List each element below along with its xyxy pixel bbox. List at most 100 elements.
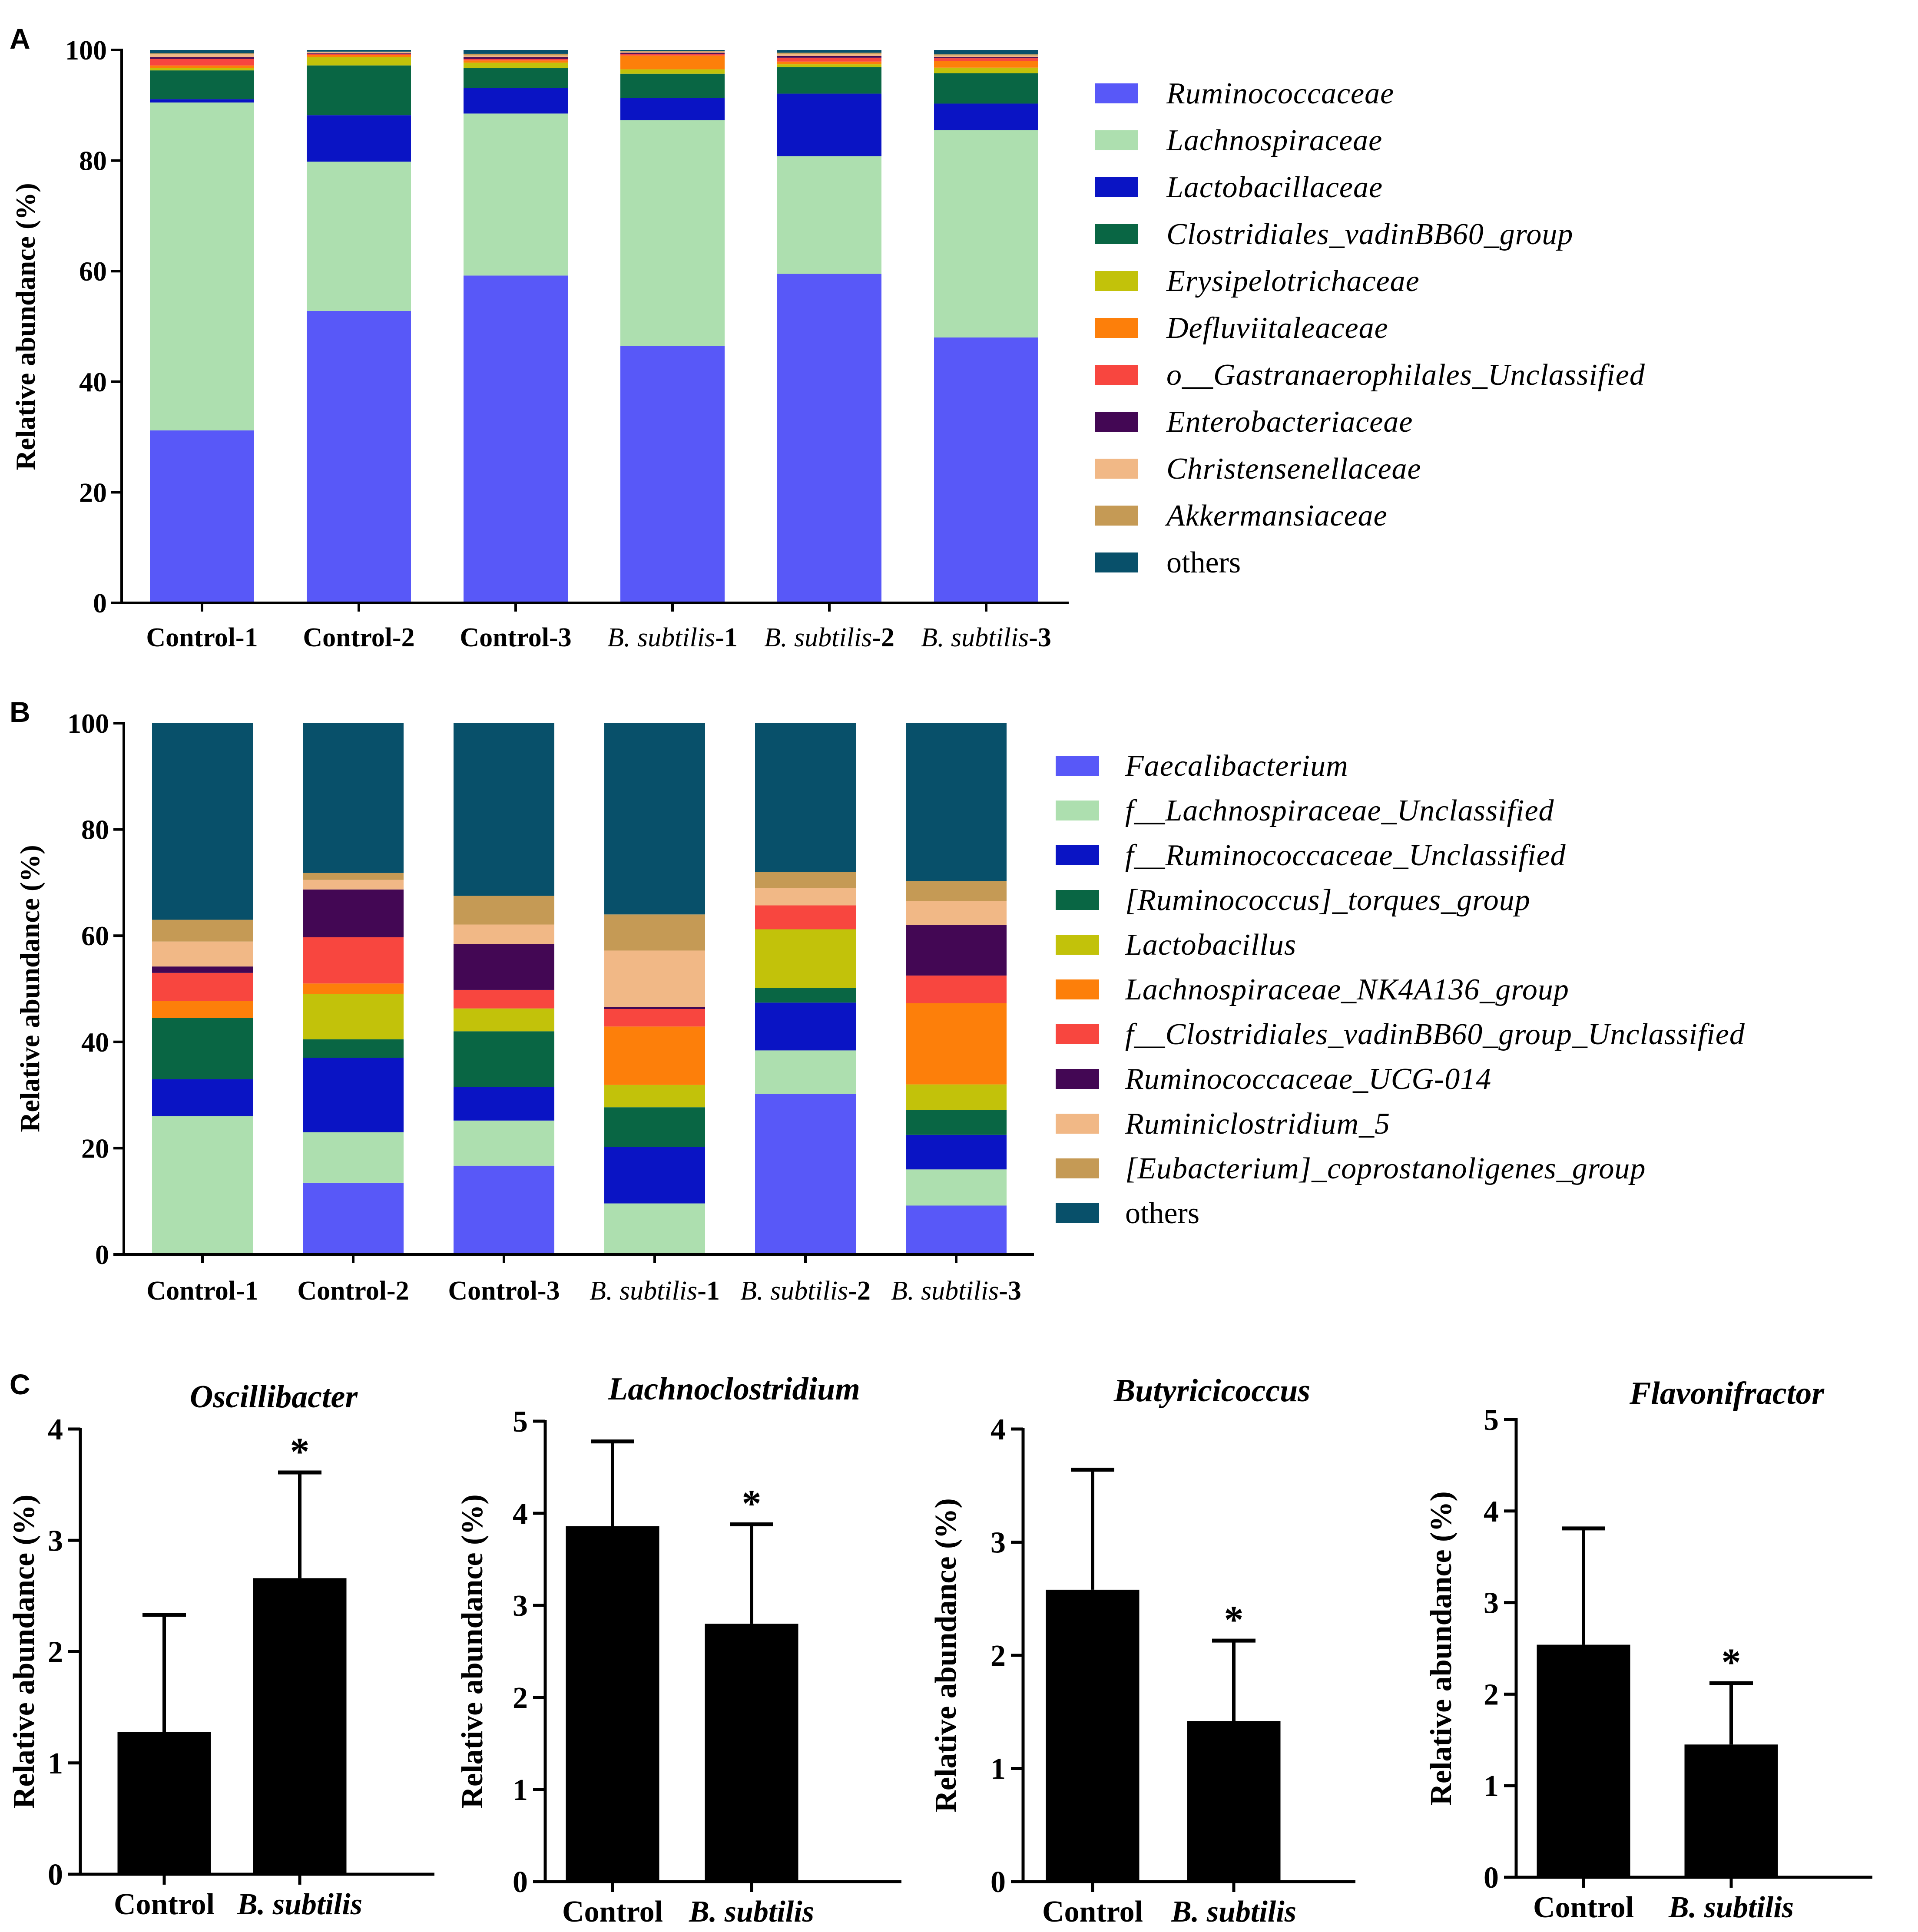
- bar-segment-lachnospiraceae-nk4a136-group-4: [604, 1026, 705, 1085]
- bar-segment-f-clostridiales-vadinbb60-group-unclassified-3: [454, 989, 554, 1009]
- chart-title: Flavonifractor: [1629, 1376, 1825, 1411]
- bar-segment-erysipelotrichaceae-5: [777, 64, 881, 67]
- bar-segment-ruminiclostridium-5-4: [604, 950, 705, 1007]
- bar-segment-o-gastranaerophilales-unclassified-6: [934, 58, 1038, 61]
- legend-swatch-lachnospiraceae: [1095, 130, 1138, 150]
- legend-swatch-f-ruminococcaceae-unclassified: [1056, 845, 1099, 865]
- bar-chart-butyricicoccus: Butyricicoccus 0 1 2 3 4 Relative abundance (%…: [929, 1373, 1355, 1929]
- legend-swatch-eubacterium-coprostanoligenes-group: [1056, 1158, 1099, 1178]
- bar-segment-others-4: [620, 50, 725, 51]
- legend-label-ruminococcus-torques-group: [Ruminococcus]_torques_group: [1125, 883, 1530, 917]
- legend-swatch-f-clostridiales-vadinbb60-group-unclassified: [1056, 1024, 1099, 1044]
- panel-letter-c: C: [10, 1368, 30, 1400]
- panel-letter-b: B: [10, 696, 30, 728]
- bar-segment-eubacterium-coprostanoligenes-group-3: [454, 896, 554, 925]
- bar-segment-f-clostridiales-vadinbb60-group-unclassified-5: [755, 905, 856, 930]
- bar-segment-f-clostridiales-vadinbb60-group-unclassified-1: [152, 973, 253, 1001]
- bar-segment-lachnospiraceae-nk4a136-group-2: [303, 983, 404, 994]
- bar-control: [1537, 1644, 1630, 1877]
- x-tick-label: B. subtilis: [1668, 1891, 1794, 1924]
- bar-segment-clostridiales-vadinbb60-group-5: [777, 67, 881, 94]
- bar-segment-ruminiclostridium-5-6: [906, 901, 1007, 925]
- y-axis-label: Relative abundance (%): [456, 1494, 489, 1808]
- bar-segment-akkermansiaceae-1: [150, 53, 254, 55]
- y-tick-label: 60: [79, 256, 107, 287]
- legend-label-erysipelotrichaceae: Erysipelotrichaceae: [1166, 265, 1420, 298]
- bar-segment-lactobacillus-3: [454, 1008, 554, 1032]
- bar-segment-ruminococcus-torques-group-4: [604, 1107, 705, 1147]
- bar-segment-f-ruminococcaceae-unclassified-3: [454, 1087, 554, 1121]
- bar-segment-f-lachnospiraceae-unclassified-4: [604, 1203, 705, 1254]
- legend-swatch-o-gastranaerophilales-unclassified: [1095, 365, 1138, 385]
- bar-segment-f-ruminococcaceae-unclassified-6: [906, 1135, 1007, 1170]
- bar-segment-enterobacteriaceae-5: [777, 56, 881, 58]
- bar-segment-ruminiclostridium-5-1: [152, 941, 253, 967]
- bar-segment-erysipelotrichaceae-1: [150, 68, 254, 71]
- bar-segment-defluviitaleaceae-3: [464, 60, 568, 63]
- y-tick-label: 40: [79, 367, 107, 397]
- bar-b-subtilis: [253, 1578, 347, 1874]
- bar-segment-lactobacillus-6: [906, 1084, 1007, 1110]
- x-tick-label: B. subtilis: [237, 1888, 362, 1921]
- chart-title: Butyricicoccus: [1113, 1373, 1310, 1409]
- bar-segment-clostridiales-vadinbb60-group-4: [620, 73, 725, 98]
- legend-label-f-clostridiales-vadinbb60-group-unclassified: f__Clostridiales_vadinBB60_group_Unclass…: [1125, 1018, 1745, 1051]
- significance-marker: *: [742, 1482, 762, 1525]
- bar-segment-erysipelotrichaceae-2: [307, 57, 411, 66]
- y-tick-label: 40: [81, 1027, 109, 1058]
- chart-title: Lachnoclostridium: [608, 1371, 860, 1407]
- legend-label-o-gastranaerophilales-unclassified: o__Gastranaerophilales_Unclassified: [1166, 358, 1645, 392]
- bar-segment-lactobacillaceae-2: [307, 115, 411, 162]
- x-tick-label: Control-2: [303, 623, 414, 652]
- bar-segment-o-gastranaerophilales-unclassified-4: [620, 53, 725, 56]
- x-tick-label: Control: [114, 1888, 215, 1921]
- legend-swatch-ruminiclostridium-5: [1056, 1114, 1099, 1134]
- y-tick-label: 100: [67, 708, 109, 739]
- x-tick-label: B. subtilis-3: [891, 1276, 1021, 1306]
- bar-segment-christensenellaceae-4: [620, 51, 725, 53]
- x-tick-label: Control-1: [146, 1276, 258, 1306]
- bar-segment-erysipelotrichaceae-6: [934, 67, 1038, 73]
- bar-segment-ruminococcus-torques-group-5: [755, 988, 856, 1003]
- y-tick-label: 4: [990, 1413, 1006, 1446]
- legend-swatch-lactobacillus: [1056, 935, 1099, 955]
- legend-label-lachnospiraceae-nk4a136-group: Lachnospiraceae_NK4A136_group: [1125, 973, 1569, 1006]
- x-tick-label: B. subtilis: [1171, 1895, 1296, 1929]
- x-tick-label: B. subtilis-1: [590, 1276, 720, 1306]
- bar-segment-christensenellaceae-5: [777, 53, 881, 56]
- bar-segment-ruminiclostridium-5-3: [454, 924, 554, 944]
- legend-label-clostridiales-vadinbb60-group: Clostridiales_vadinBB60_group: [1166, 218, 1573, 251]
- bar-segment-others-6: [934, 50, 1038, 55]
- y-axis-label: Relative abundance (%): [1424, 1491, 1458, 1805]
- bar-segment-clostridiales-vadinbb60-group-6: [934, 73, 1038, 104]
- bar-segment-f-ruminococcaceae-unclassified-4: [604, 1147, 705, 1204]
- panel-letter-a: A: [10, 23, 30, 55]
- bar-segment-others-3: [454, 723, 554, 896]
- y-tick-label: 0: [95, 1239, 109, 1270]
- y-tick-label: 20: [79, 477, 107, 508]
- bar-segment-lactobacillaceae-1: [150, 99, 254, 103]
- legend-label-f-ruminococcaceae-unclassified: f__Ruminococcaceae_Unclassified: [1125, 839, 1566, 872]
- bar-segment-others-2: [303, 723, 404, 873]
- y-tick-label: 4: [1484, 1495, 1499, 1528]
- bar-segment-enterobacteriaceae-6: [934, 57, 1038, 59]
- bar-segment-others-5: [777, 50, 881, 53]
- bar-segment-faecalibacterium-6: [906, 1205, 1007, 1254]
- legend-label-enterobacteriaceae: Enterobacteriaceae: [1166, 405, 1413, 439]
- bar-segment-o-gastranaerophilales-unclassified-5: [777, 57, 881, 62]
- bar-segment-ruminococcaceae-4: [620, 346, 725, 603]
- y-tick-label: 5: [513, 1405, 528, 1439]
- bar-segment-ruminococcaceae-3: [464, 275, 568, 603]
- bar-b-subtilis: [1684, 1744, 1778, 1877]
- legend-swatch-clostridiales-vadinbb60-group: [1095, 224, 1138, 244]
- y-tick-label: 4: [48, 1413, 63, 1446]
- bar-segment-faecalibacterium-5: [755, 1094, 856, 1254]
- bar-segment-akkermansiaceae-5: [777, 53, 881, 54]
- legend-swatch-f-lachnospiraceae-unclassified: [1056, 801, 1099, 820]
- y-tick-label: 2: [990, 1639, 1006, 1673]
- bar-segment-enterobacteriaceae-3: [464, 57, 568, 59]
- bar-segment-ruminococcaceae-ucg-014-1: [152, 966, 253, 973]
- y-tick-label: 1: [513, 1773, 528, 1807]
- bar-segment-o-gastranaerophilales-unclassified-1: [150, 59, 254, 66]
